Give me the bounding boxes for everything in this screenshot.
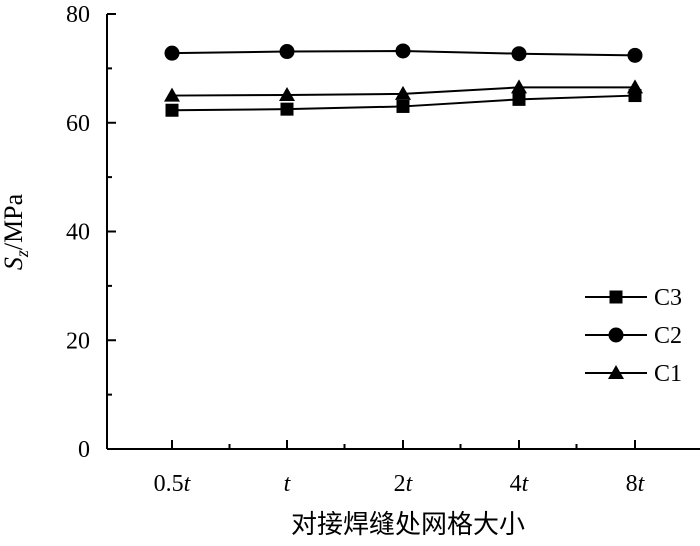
y-axis-title-unit: /MPa <box>0 193 28 250</box>
y-axis-title-subscript: z <box>12 250 32 258</box>
series-c3 <box>165 89 642 117</box>
legend-label-c1: C1 <box>654 361 682 387</box>
data-point-c1 <box>164 87 180 102</box>
data-point-c2 <box>164 45 180 61</box>
legend-item-c1: C1 <box>585 361 682 387</box>
data-point-c1 <box>627 79 643 94</box>
data-point-c2 <box>511 46 527 62</box>
x-axis-title: 对接焊缝处网格大小 <box>291 510 525 539</box>
legend-item-c2: C2 <box>585 323 682 349</box>
legend-marker-c2 <box>608 327 624 343</box>
data-point-c3 <box>512 92 526 106</box>
data-point-c1 <box>279 87 295 102</box>
legend: C3 C2 C1 <box>585 285 682 387</box>
series-c1 <box>164 79 643 102</box>
x-tick-label: 4t <box>510 471 530 497</box>
data-point-c3 <box>165 103 179 117</box>
legend-marker-c3 <box>609 290 623 304</box>
x-tick-label: 0.5t <box>154 471 192 497</box>
series-layer <box>164 43 643 117</box>
data-point-c3 <box>396 99 410 113</box>
data-point-c1 <box>395 85 411 100</box>
axes: 0 20 40 60 80 0.5t t 2t 4t 8t <box>66 2 700 497</box>
data-point-c2 <box>279 44 295 60</box>
legend-label-c3: C3 <box>654 285 682 311</box>
y-tick-label: 80 <box>66 2 90 28</box>
data-point-c1 <box>511 79 527 94</box>
x-tick-label: t <box>284 471 292 497</box>
x-tick-label: 2t <box>394 471 414 497</box>
data-point-c2 <box>627 47 643 63</box>
y-tick-label: 0 <box>78 437 90 463</box>
legend-marker-c1 <box>608 365 624 379</box>
series-c2 <box>164 43 643 63</box>
data-point-c3 <box>280 102 294 116</box>
x-tick-label: 8t <box>626 471 646 497</box>
y-axis-title: Sz/MPa <box>0 193 32 270</box>
legend-item-c3: C3 <box>585 285 682 311</box>
data-point-c2 <box>395 43 411 59</box>
y-tick-label: 20 <box>66 328 90 354</box>
y-tick-label: 60 <box>66 111 90 137</box>
y-axis-title-symbol: S <box>0 257 28 270</box>
y-tick-label: 40 <box>66 220 90 246</box>
legend-label-c2: C2 <box>654 323 682 349</box>
